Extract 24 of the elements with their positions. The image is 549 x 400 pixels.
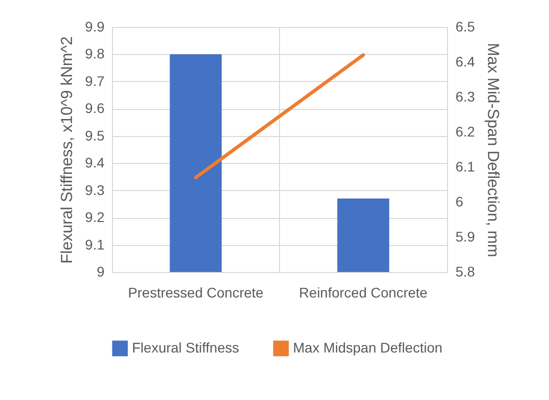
y-tick-label: 9.4 xyxy=(85,154,105,171)
y2-tick-label: 6.4 xyxy=(456,54,476,70)
y-tick-label: 9.8 xyxy=(85,46,105,62)
y-tick-label: 9 xyxy=(96,264,105,280)
y2-tick-label: 5.8 xyxy=(456,264,476,280)
y-tick-label: 9.6 xyxy=(85,100,105,116)
y-tick-label: 9.9 xyxy=(85,18,105,34)
legend-label: Flexural Stiffness xyxy=(132,339,240,356)
legend-label: Max Midspan Deflection xyxy=(293,339,442,356)
y2-tick-label: 6.5 xyxy=(456,18,476,34)
y2-tick-label: 6.3 xyxy=(456,88,476,104)
y-tick-label: 9.5 xyxy=(85,127,105,144)
x-tick-label: Prestressed Concrete xyxy=(128,284,264,300)
y2-tick-label: 6.1 xyxy=(456,158,476,174)
y2-tick-label: 6 xyxy=(456,194,464,210)
y-tick-label: 9.2 xyxy=(85,209,105,226)
x-tick-label: Reinforced Concrete xyxy=(299,284,428,300)
y-tick-label: 9.3 xyxy=(85,182,105,198)
y-tick-label: 9.1 xyxy=(85,236,105,252)
y2-tick-label: 6.2 xyxy=(456,124,476,140)
y2-axis-title: Max Mid-Span Deflection, mm xyxy=(484,42,501,258)
y2-tick-label: 5.9 xyxy=(456,228,476,244)
y-axis-title: Flexural Stiffness, x10^9 kNm^2 xyxy=(59,36,76,264)
y-tick-label: 9.7 xyxy=(85,72,105,89)
